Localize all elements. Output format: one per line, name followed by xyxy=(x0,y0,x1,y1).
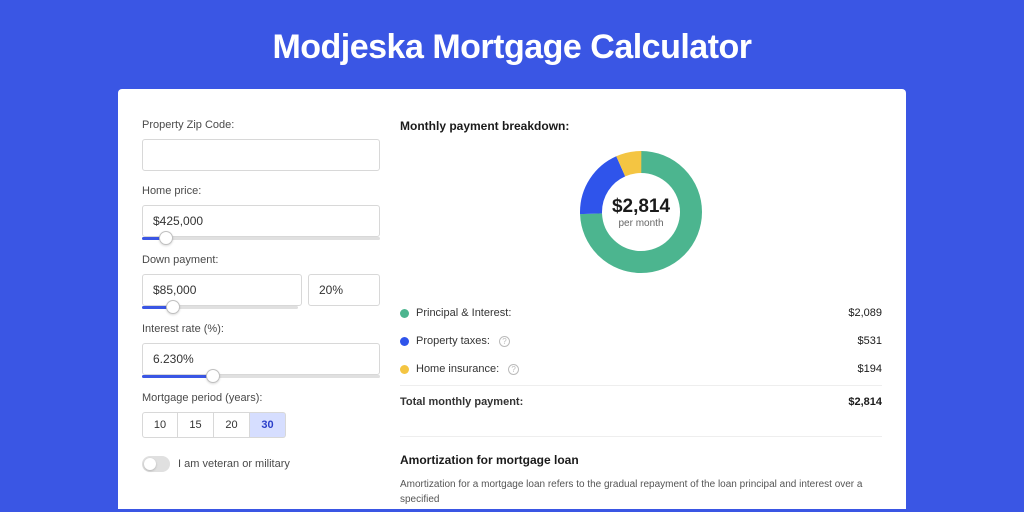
veteran-toggle-row: I am veteran or military xyxy=(142,456,380,472)
home-price-input[interactable] xyxy=(142,205,380,237)
period-field-group: Mortgage period (years): 10152030 xyxy=(142,392,380,438)
breakdown-value: $531 xyxy=(858,335,882,347)
legend-dot-icon xyxy=(400,309,409,318)
down-payment-field-group: Down payment: xyxy=(142,254,380,309)
period-buttons: 10152030 xyxy=(142,412,380,438)
page-title: Modjeska Mortgage Calculator xyxy=(0,0,1024,89)
interest-rate-input[interactable] xyxy=(142,343,380,375)
donut-amount: $2,814 xyxy=(612,196,670,218)
home-price-slider[interactable] xyxy=(142,237,380,240)
breakdown-row: Home insurance:? $194 xyxy=(400,355,882,383)
donut-chart-wrap: $2,814 per month xyxy=(400,147,882,277)
amortization-text: Amortization for a mortgage loan refers … xyxy=(400,477,882,507)
veteran-label: I am veteran or military xyxy=(178,458,290,470)
donut-center: $2,814 per month xyxy=(576,147,706,277)
info-icon[interactable]: ? xyxy=(499,336,510,347)
period-button-20[interactable]: 20 xyxy=(214,412,250,438)
info-icon[interactable]: ? xyxy=(508,364,519,375)
total-value: $2,814 xyxy=(848,396,882,408)
legend-dot-icon xyxy=(400,365,409,374)
amortization-title: Amortization for mortgage loan xyxy=(400,453,882,467)
period-button-10[interactable]: 10 xyxy=(142,412,178,438)
zip-input[interactable] xyxy=(142,139,380,171)
donut-chart: $2,814 per month xyxy=(576,147,706,277)
veteran-toggle[interactable] xyxy=(142,456,170,472)
interest-rate-label: Interest rate (%): xyxy=(142,323,380,335)
interest-rate-slider[interactable] xyxy=(142,375,380,378)
period-button-30[interactable]: 30 xyxy=(250,412,286,438)
inputs-column: Property Zip Code: Home price: Down paym… xyxy=(142,119,380,485)
down-payment-slider[interactable] xyxy=(142,306,298,309)
interest-rate-field-group: Interest rate (%): xyxy=(142,323,380,378)
down-payment-amount-input[interactable] xyxy=(142,274,302,306)
donut-sub: per month xyxy=(618,218,663,229)
breakdown-title: Monthly payment breakdown: xyxy=(400,119,882,133)
period-label: Mortgage period (years): xyxy=(142,392,380,404)
legend-dot-icon xyxy=(400,337,409,346)
amortization-section: Amortization for mortgage loan Amortizat… xyxy=(400,436,882,507)
breakdown-value: $2,089 xyxy=(848,307,882,319)
down-payment-percent-input[interactable] xyxy=(308,274,380,306)
breakdown-label: Principal & Interest: xyxy=(416,307,511,319)
breakdown-row: Principal & Interest: $2,089 xyxy=(400,299,882,327)
total-row: Total monthly payment: $2,814 xyxy=(400,385,882,416)
down-payment-label: Down payment: xyxy=(142,254,380,266)
breakdown-column: Monthly payment breakdown: $2,814 per mo… xyxy=(400,119,882,485)
home-price-label: Home price: xyxy=(142,185,380,197)
zip-label: Property Zip Code: xyxy=(142,119,380,131)
breakdown-label: Property taxes: xyxy=(416,335,490,347)
breakdown-label: Home insurance: xyxy=(416,363,499,375)
zip-field-group: Property Zip Code: xyxy=(142,119,380,171)
home-price-field-group: Home price: xyxy=(142,185,380,240)
total-label: Total monthly payment: xyxy=(400,396,523,408)
period-button-15[interactable]: 15 xyxy=(178,412,214,438)
breakdown-row: Property taxes:? $531 xyxy=(400,327,882,355)
calculator-card: Property Zip Code: Home price: Down paym… xyxy=(118,89,906,509)
breakdown-value: $194 xyxy=(858,363,882,375)
breakdown-rows: Principal & Interest: $2,089 Property taxe… xyxy=(400,299,882,383)
